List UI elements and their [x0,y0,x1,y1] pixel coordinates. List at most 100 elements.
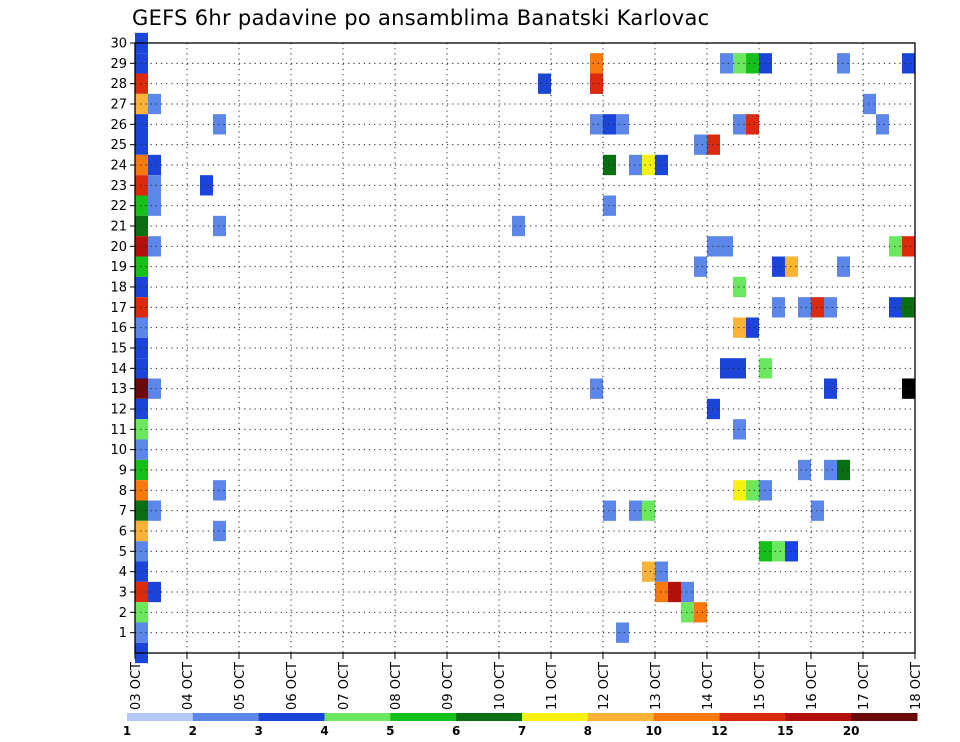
heatmap-cell [135,215,148,237]
heatmap-cell [655,154,668,176]
heatmap-cell [837,459,850,481]
heatmap-cell [759,53,772,74]
legend-swatch [785,713,852,721]
heatmap-cell [590,378,603,399]
y-tick-label: 4 [119,565,127,580]
heatmap-cell [603,500,616,521]
heatmap-cell [733,114,746,135]
y-tick-label: 9 [119,464,127,479]
x-tick-label: 04 OCT [181,662,196,710]
heatmap-cells [135,32,915,664]
y-tick-label: 27 [110,98,127,113]
heatmap-cell [135,337,148,359]
heatmap-cell [135,236,148,257]
x-tick-label: 05 OCT [233,662,248,710]
heatmap-cell [655,581,668,603]
heatmap-cell [746,317,759,338]
x-tick-label: 10 OCT [493,662,508,710]
heatmap-cell [629,154,642,176]
heatmap-cell [135,53,148,74]
x-tick-label: 07 OCT [337,662,352,710]
heatmap-cell [135,480,148,501]
x-tick-label: 08 OCT [389,662,404,710]
heatmap-cell [135,256,148,277]
heatmap-cell [902,378,915,399]
heatmap-cell [876,114,889,135]
heatmap-cell [642,154,655,176]
x-tick-label: 12 OCT [597,662,612,710]
heatmap-cell [746,114,759,135]
heatmap-cell [213,520,226,542]
legend-swatch [390,713,457,721]
heatmap-cell [759,541,772,562]
heatmap-cell [603,195,616,216]
heatmap-cell [733,276,746,298]
heatmap-cell [135,520,148,542]
chart-title: GEFS 6hr padavine po ansamblima Banatski… [132,6,710,30]
heatmap-cell [148,581,161,603]
heatmap-cell [616,622,629,643]
legend-label: 2 [189,724,197,738]
heatmap-cell [824,378,837,399]
heatmap-cell [837,53,850,74]
heatmap-cell [135,154,148,176]
y-tick-label: 7 [119,504,127,519]
heatmap-cell [135,114,148,135]
x-tick-label: 17 OCT [857,662,872,710]
legend-label: 1 [123,724,131,738]
heatmap-cell [668,581,681,603]
heatmap-cell [213,114,226,135]
heatmap-cell [798,459,811,481]
heatmap-cell [603,114,616,135]
heatmap-cell [759,480,772,501]
heatmap-cell [616,114,629,135]
heatmap-cell [213,215,226,237]
heatmap-cell [798,297,811,318]
legend-swatch [522,713,589,721]
heatmap-cell [785,256,798,277]
heatmap-cell [746,53,759,74]
y-tick-label: 10 [110,443,127,458]
heatmap-cell [135,276,148,298]
legend-swatch [851,713,918,721]
heatmap-cell [694,602,707,623]
heatmap-cell [135,419,148,440]
y-tick-label: 15 [110,342,127,357]
y-tick-label: 26 [110,118,127,133]
x-tick-label: 16 OCT [805,662,820,710]
heatmap-cell [707,236,720,257]
heatmap-cell [720,53,733,74]
x-tick-label: 06 OCT [285,662,300,710]
y-tick-label: 16 [110,321,127,336]
heatmap-cell [759,358,772,379]
x-tick-label: 11 OCT [545,662,560,710]
heatmap-cell [135,134,148,155]
y-tick-label: 29 [110,57,127,72]
y-tick-label: 1 [119,626,127,641]
legend-label: 15 [777,724,794,738]
heatmap-cell [811,500,824,521]
heatmap-cell [148,93,161,115]
heatmap-cell [629,500,642,521]
legend-swatch [258,713,325,721]
heatmap-cell [733,317,746,338]
legend-label: 8 [584,724,592,738]
heatmap-cell [148,500,161,521]
heatmap-cell [772,541,785,562]
color-legend: 1 2 3 4 5 6 7 8 10 12 15 20 [123,713,918,738]
heatmap-cell [889,236,902,257]
heatmap-cell [902,297,915,318]
legend-swatch [127,713,194,721]
heatmap-cell [135,73,148,94]
x-axis-ticks: 03 OCT 04 OCT 05 OCT 06 OCT 07 OCT 08 OCT 09 O… [129,653,924,710]
heatmap-cell [837,256,850,277]
heatmap-cell [681,581,694,603]
y-axis-ticks: 1234567891011121314151617181920212223242… [110,37,135,641]
x-tick-label: 14 OCT [701,662,716,710]
heatmap-cell [811,297,824,318]
heatmap-cell [148,195,161,216]
heatmap-cell [148,175,161,196]
heatmap-cell [200,175,213,196]
heatmap-cell [733,480,746,501]
heatmap-cell [642,500,655,521]
